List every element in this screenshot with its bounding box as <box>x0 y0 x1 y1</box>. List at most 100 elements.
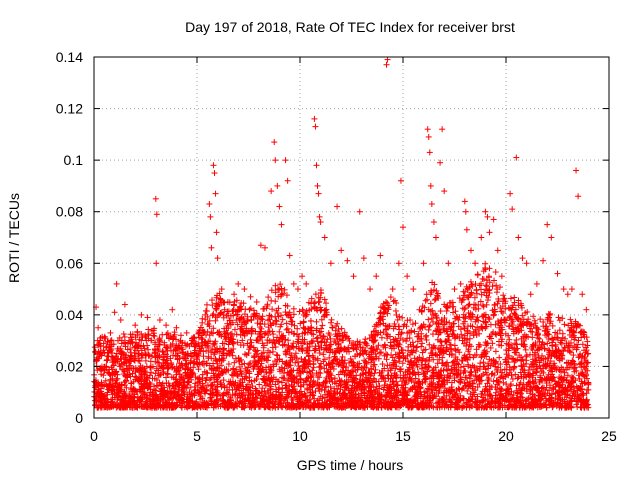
data-point <box>186 402 193 409</box>
data-point <box>142 369 149 376</box>
data-point <box>166 404 173 411</box>
data-point <box>153 376 160 383</box>
data-point <box>199 319 206 326</box>
data-point <box>121 382 128 389</box>
data-point <box>175 386 182 393</box>
data-point <box>231 359 238 366</box>
data-point <box>124 365 131 372</box>
data-point <box>149 403 156 410</box>
data-point <box>114 375 121 382</box>
data-point <box>168 374 175 381</box>
data-point <box>147 364 154 371</box>
data-point <box>105 386 112 393</box>
data-point <box>136 367 143 374</box>
data-point <box>144 382 151 389</box>
data-point <box>136 336 143 343</box>
data-point <box>112 371 119 378</box>
data-point <box>165 397 172 404</box>
data-point <box>113 350 120 357</box>
data-point <box>178 392 185 399</box>
data-point <box>100 340 107 347</box>
data-point <box>136 375 143 382</box>
data-point <box>163 331 170 338</box>
data-point <box>142 357 149 364</box>
data-point <box>156 354 163 361</box>
data-point <box>127 345 134 352</box>
data-point <box>154 402 161 409</box>
data-point <box>137 343 144 350</box>
data-point <box>94 354 101 361</box>
data-point <box>203 301 210 308</box>
data-point <box>183 385 190 392</box>
data-point <box>118 349 125 356</box>
data-point <box>177 364 184 371</box>
data-point <box>169 400 176 407</box>
data-point <box>128 386 135 393</box>
data-point <box>156 341 163 348</box>
data-point <box>146 372 153 379</box>
data-point <box>176 376 183 383</box>
data-point <box>163 344 170 351</box>
data-point <box>178 332 185 339</box>
data-point <box>185 378 192 385</box>
data-point <box>118 355 125 362</box>
data-point <box>109 350 116 357</box>
data-point <box>110 341 117 348</box>
data-point <box>135 368 142 375</box>
data-point <box>137 372 144 379</box>
data-point <box>165 380 172 387</box>
data-point <box>174 352 181 359</box>
data-point <box>155 372 162 379</box>
data-point <box>145 351 152 358</box>
data-point <box>163 400 170 407</box>
data-point <box>143 375 150 382</box>
data-point <box>151 383 158 390</box>
data-point <box>179 346 186 353</box>
data-point <box>120 340 127 347</box>
data-point <box>148 337 155 344</box>
data-point <box>183 361 190 368</box>
data-point <box>133 401 140 408</box>
data-point <box>190 364 197 371</box>
data-point <box>174 366 181 373</box>
data-point <box>175 381 182 388</box>
data-point <box>98 371 105 378</box>
data-point <box>93 401 100 408</box>
data-point <box>143 404 150 411</box>
data-point <box>105 353 112 360</box>
data-point <box>104 383 111 390</box>
data-point <box>116 400 123 407</box>
data-point <box>231 302 238 309</box>
data-point <box>106 369 113 376</box>
data-point <box>103 357 110 364</box>
data-point <box>149 391 156 398</box>
data-point <box>123 399 130 406</box>
data-point <box>163 374 170 381</box>
data-point <box>168 390 175 397</box>
data-point <box>128 349 135 356</box>
data-point <box>116 345 123 352</box>
data-point <box>169 336 176 343</box>
data-point <box>163 357 170 364</box>
data-point <box>157 388 164 395</box>
data-point <box>132 376 139 383</box>
data-point <box>156 347 163 354</box>
data-point <box>156 335 163 342</box>
data-point <box>102 377 109 384</box>
data-point <box>112 380 119 387</box>
data-point <box>138 381 145 388</box>
data-point <box>132 401 139 408</box>
data-point <box>96 337 103 344</box>
data-point <box>165 364 172 371</box>
data-point <box>128 380 135 387</box>
data-point <box>185 379 192 386</box>
data-point <box>161 339 168 346</box>
data-point <box>133 388 140 395</box>
data-point <box>168 359 175 366</box>
data-point <box>170 394 177 401</box>
data-point <box>208 382 215 389</box>
chart-title: Day 197 of 2018, Rate Of TEC Index for r… <box>185 19 515 35</box>
data-point <box>149 375 156 382</box>
data-point <box>175 395 182 402</box>
